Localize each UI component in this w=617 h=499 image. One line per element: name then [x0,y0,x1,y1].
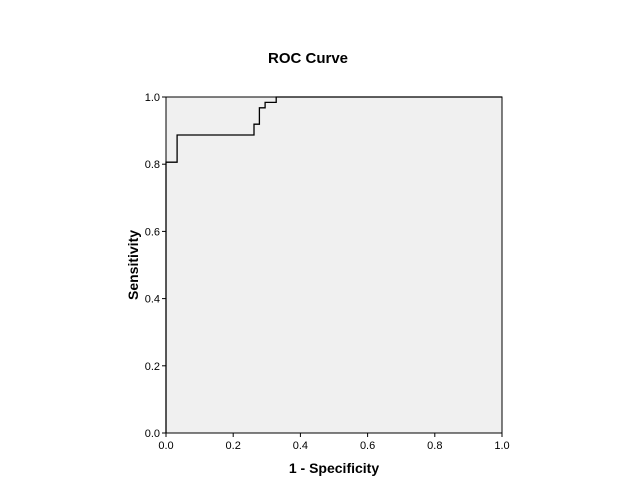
x-tick-label: 0.0 [158,440,173,452]
y-tick-label: 0.0 [145,428,160,440]
x-tick-label: 0.2 [226,440,241,452]
x-tick-label: 0.6 [360,440,375,452]
chart-title: ROC Curve [268,50,348,67]
x-tick-label: 1.0 [494,440,509,452]
plot-area [165,96,503,434]
y-tick-label: 1.0 [145,92,160,104]
y-tick-label: 0.8 [145,159,160,171]
y-tick-label: 0.6 [145,226,160,238]
x-tick-label: 0.4 [293,440,308,452]
x-axis-label: 1 - Specificity [289,460,379,476]
x-tick-label: 0.8 [427,440,442,452]
y-tick-label: 0.2 [145,361,160,373]
y-axis-label: Sensitivity [125,230,141,300]
x-axis-ticks: 0.0 0.2 0.4 0.6 0.8 1.0 [158,433,510,452]
roc-curve-line [165,96,502,433]
y-axis-ticks: 0.0 0.2 0.4 0.6 0.8 1.0 [145,92,166,440]
y-tick-label: 0.4 [145,294,160,306]
